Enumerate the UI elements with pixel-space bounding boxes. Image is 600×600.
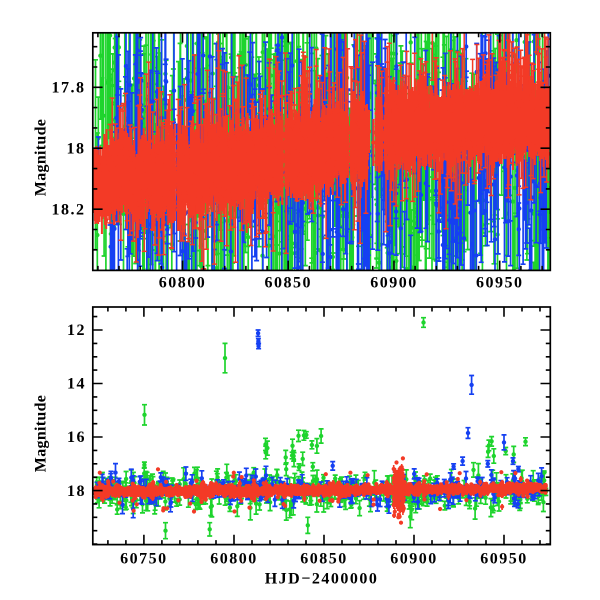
svg-text:HJD−2400000: HJD−2400000 — [265, 571, 379, 588]
svg-text:12: 12 — [67, 322, 86, 339]
svg-text:60850: 60850 — [300, 550, 348, 567]
svg-text:60900: 60900 — [390, 550, 438, 567]
svg-text:14: 14 — [67, 376, 86, 393]
svg-text:60800: 60800 — [210, 550, 258, 567]
svg-text:60950: 60950 — [480, 550, 528, 567]
svg-text:60900: 60900 — [370, 274, 418, 291]
svg-text:60750: 60750 — [120, 550, 168, 567]
svg-text:Magnitude: Magnitude — [33, 395, 50, 472]
svg-text:18: 18 — [67, 140, 86, 157]
svg-text:60800: 60800 — [159, 274, 207, 291]
svg-text:17.8: 17.8 — [52, 80, 86, 97]
svg-text:60850: 60850 — [264, 274, 312, 291]
svg-text:Magnitude: Magnitude — [33, 119, 50, 196]
svg-text:18: 18 — [67, 483, 86, 500]
svg-text:16: 16 — [67, 429, 86, 446]
svg-text:18.2: 18.2 — [52, 201, 86, 218]
svg-text:60950: 60950 — [476, 274, 524, 291]
